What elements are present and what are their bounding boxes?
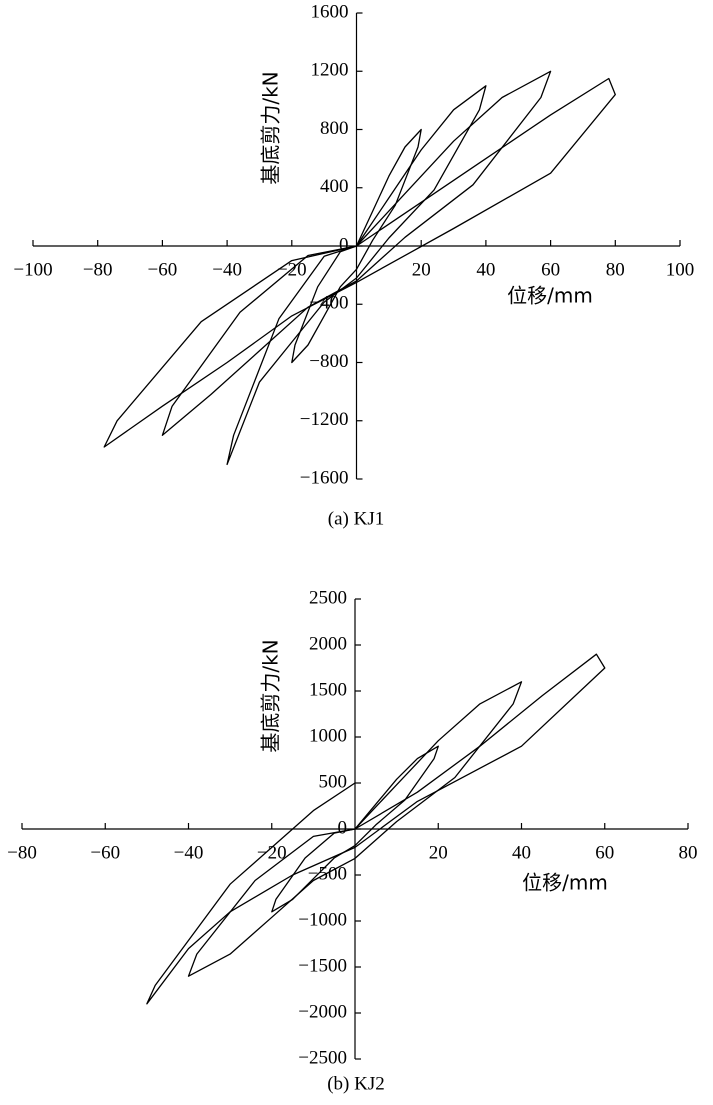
y-axis-label: 基底剪力/kN <box>259 71 283 184</box>
x-tick-label: 80 <box>606 259 625 280</box>
x-tick-label: −80 <box>7 842 37 863</box>
y-tick-label: −1600 <box>300 467 349 488</box>
x-tick-label: −40 <box>212 259 242 280</box>
y-tick-label: 500 <box>319 771 348 792</box>
y-tick-label: 1500 <box>309 679 347 700</box>
x-tick-label: −80 <box>83 259 113 280</box>
y-tick-label: −800 <box>309 351 348 372</box>
y-tick-label: 1200 <box>311 60 349 81</box>
y-axis-label: 基底剪力/kN <box>259 639 283 752</box>
y-tick-label: 0 <box>338 817 348 838</box>
x-tick-label: 80 <box>679 842 698 863</box>
chart-caption: (a) KJ1 <box>328 508 384 529</box>
y-tick-label: 400 <box>320 176 349 197</box>
chart-caption: (b) KJ2 <box>327 1073 385 1094</box>
hysteresis-curve <box>187 681 523 977</box>
hysteresis-curve <box>103 77 616 448</box>
x-tick-label: −60 <box>90 842 120 863</box>
x-tick-label: 40 <box>476 259 495 280</box>
x-tick-label: 40 <box>512 842 531 863</box>
x-axis-label: 位移/mm <box>507 284 593 308</box>
x-tick-label: −60 <box>148 259 178 280</box>
y-tick-label: −1200 <box>300 409 349 430</box>
y-tick-label: −500 <box>308 863 347 884</box>
y-tick-label: 800 <box>320 118 349 139</box>
hysteresis-curve <box>146 653 606 1005</box>
y-tick-label: −2500 <box>298 1047 347 1068</box>
x-axis-label: 位移/mm <box>522 871 608 895</box>
y-tick-label: −1000 <box>298 909 347 930</box>
y-tick-label: 2000 <box>309 633 347 654</box>
hysteresis-curve <box>226 85 487 466</box>
x-tick-label: 20 <box>412 259 431 280</box>
y-tick-label: 0 <box>339 234 349 255</box>
x-tick-label: 20 <box>429 842 448 863</box>
hysteresis-curve <box>291 128 422 364</box>
x-tick-label: −100 <box>13 259 52 280</box>
hysteresis-curve <box>161 70 552 436</box>
hysteresis-curve <box>271 745 439 913</box>
x-tick-label: −40 <box>174 842 204 863</box>
y-tick-label: 1600 <box>311 1 349 22</box>
x-tick-label: −20 <box>257 842 287 863</box>
y-tick-label: −2000 <box>298 1001 347 1022</box>
y-tick-label: −1500 <box>298 955 347 976</box>
y-tick-label: 1000 <box>309 725 347 746</box>
x-tick-label: 60 <box>541 259 560 280</box>
x-tick-label: 100 <box>666 259 695 280</box>
y-tick-label: 2500 <box>309 587 347 608</box>
x-tick-label: 60 <box>595 842 614 863</box>
